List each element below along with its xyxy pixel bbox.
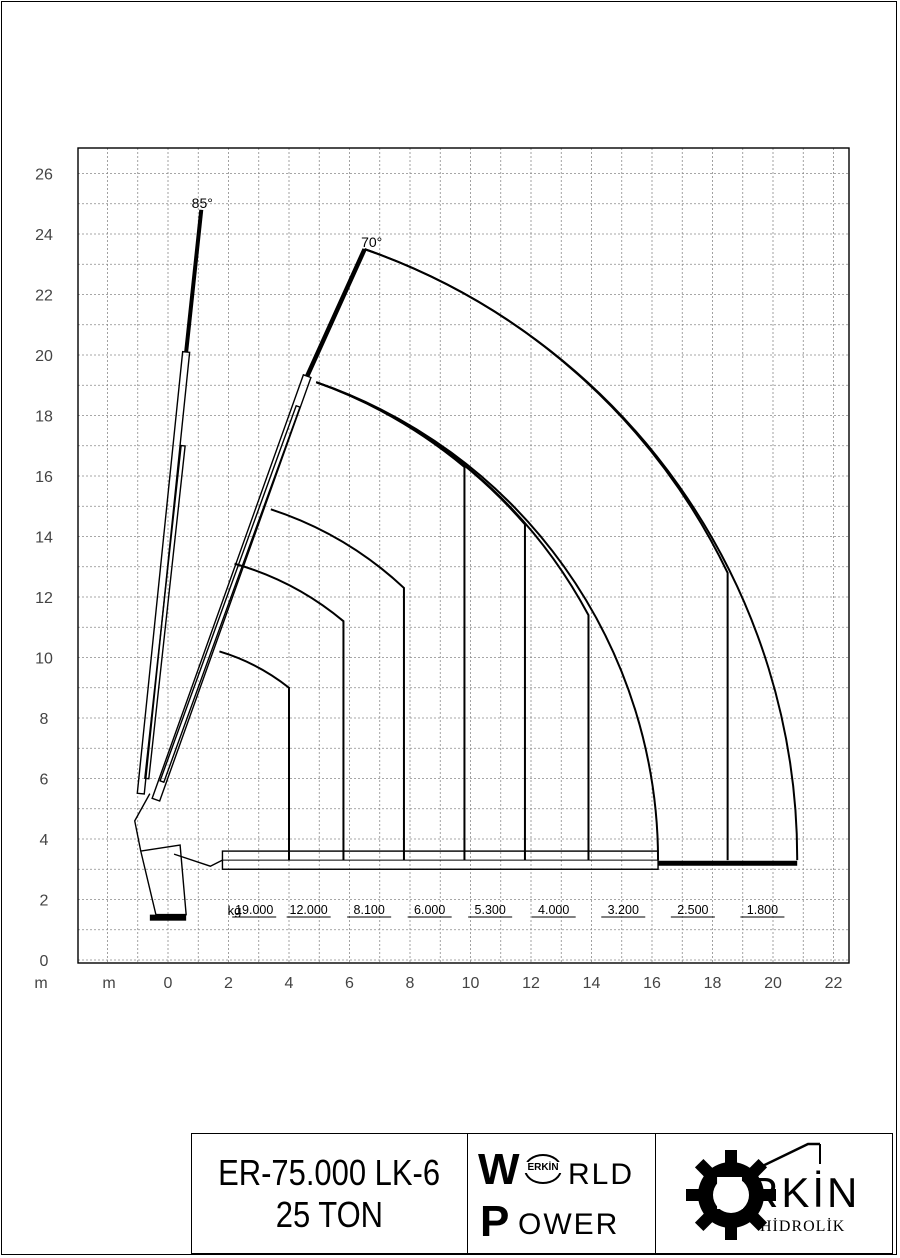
y-tick-label: 14 xyxy=(35,530,53,547)
x-tick-label: 10 xyxy=(462,975,480,992)
maker-sub: HİDROLİK xyxy=(760,1218,846,1235)
boom-70-outer-section xyxy=(151,373,312,802)
x-tick-label: 14 xyxy=(583,975,601,992)
model-cell: ER-75.000 LK-6 25 TON xyxy=(192,1134,468,1253)
boom-angle-label: 85° xyxy=(192,195,213,211)
erkin-logo: E RKİN HİDROLİK xyxy=(656,1134,892,1253)
boom-70-tip xyxy=(305,248,367,378)
x-tick-label: 18 xyxy=(704,975,722,992)
y-tick-label: 16 xyxy=(35,469,53,486)
y-unit-label: m xyxy=(34,975,47,992)
y-tick-label: 24 xyxy=(35,227,53,244)
x-tick-label: 12 xyxy=(522,975,540,992)
reach-curve xyxy=(315,381,466,861)
load-value-label: 2.500 xyxy=(677,903,708,917)
y-tick-label: 0 xyxy=(40,953,49,970)
plot-frame xyxy=(77,147,850,964)
boom-85-inner-section xyxy=(144,444,186,780)
reach-curve xyxy=(315,381,660,861)
reach-curve xyxy=(364,248,729,861)
reach-curve xyxy=(364,248,799,861)
y-tick-label: 20 xyxy=(35,348,53,365)
brand-letter-w: W xyxy=(478,1145,520,1194)
x-tick-label: 22 xyxy=(825,975,843,992)
reach-curve xyxy=(234,562,345,861)
reach-curve xyxy=(219,650,290,861)
crane-cylinder xyxy=(173,853,223,867)
maker-letter-e: E xyxy=(714,1167,745,1219)
y-tick-label: 18 xyxy=(35,409,53,426)
x-tick-label: 2 xyxy=(224,975,233,992)
boom-85-outer-section xyxy=(136,350,191,795)
x-tick-label: 4 xyxy=(285,975,294,992)
crane-base-plate xyxy=(149,914,187,921)
y-tick-label: 8 xyxy=(40,711,49,728)
y-tick-label: 22 xyxy=(35,288,53,305)
boom-drawing xyxy=(133,209,798,921)
x-axis-ticks: 0 2 4 6 8 10 12 14 16 18 20 22 xyxy=(164,975,843,992)
y-tick-label: 10 xyxy=(35,651,53,668)
reach-curve xyxy=(270,508,405,861)
brand-world-rest: RLD xyxy=(568,1158,635,1191)
boom-angle-label: 70° xyxy=(361,234,382,250)
y-tick-label: 4 xyxy=(40,832,49,849)
load-value-label: 3.200 xyxy=(608,903,639,917)
crane-column xyxy=(139,844,187,916)
brand-letter-p: P xyxy=(480,1197,510,1246)
reach-curves xyxy=(219,248,799,861)
x-tick-label: 8 xyxy=(406,975,415,992)
boom-85-tip xyxy=(184,209,204,353)
y-tick-label: 6 xyxy=(40,772,49,789)
crane-hook-icon xyxy=(749,1142,821,1174)
y-tick-label: 2 xyxy=(40,893,49,910)
model-line-1: ER-75.000 LK-6 xyxy=(218,1151,441,1193)
brand-power-rest: OWER xyxy=(518,1208,620,1241)
x-tick-label: 20 xyxy=(764,975,782,992)
gear-icon xyxy=(686,1150,776,1240)
load-unit-label: kg xyxy=(228,903,242,918)
crane-link xyxy=(133,793,151,852)
load-value-label: 5.300 xyxy=(475,903,506,917)
reach-curve xyxy=(315,381,526,861)
y-tick-label: 12 xyxy=(35,590,53,607)
load-value-label: 8.100 xyxy=(354,903,385,917)
x-tick-label: 0 xyxy=(164,975,173,992)
globe-badge-text: ERKİN xyxy=(522,1162,564,1173)
title-block: ER-75.000 LK-6 25 TON W ERKİN RLD P OWER… xyxy=(191,1133,893,1254)
maker-name: RKİN xyxy=(748,1169,861,1216)
x-unit-label: m xyxy=(102,975,115,992)
boom-70-inner-section xyxy=(159,404,301,784)
load-value-label: 12.000 xyxy=(290,903,328,917)
load-value-label: 1.800 xyxy=(747,903,778,917)
model-line-2: 25 TON xyxy=(275,1193,384,1235)
x-tick-label: 6 xyxy=(345,975,354,992)
load-value-label: 6.000 xyxy=(414,903,445,917)
world-power-logo: W ERKİN RLD P OWER xyxy=(468,1134,656,1253)
x-tick-label: 16 xyxy=(643,975,661,992)
load-value-label: 4.000 xyxy=(538,903,569,917)
load-value-label: 19.000 xyxy=(235,903,273,917)
y-tick-label: 26 xyxy=(35,167,53,184)
